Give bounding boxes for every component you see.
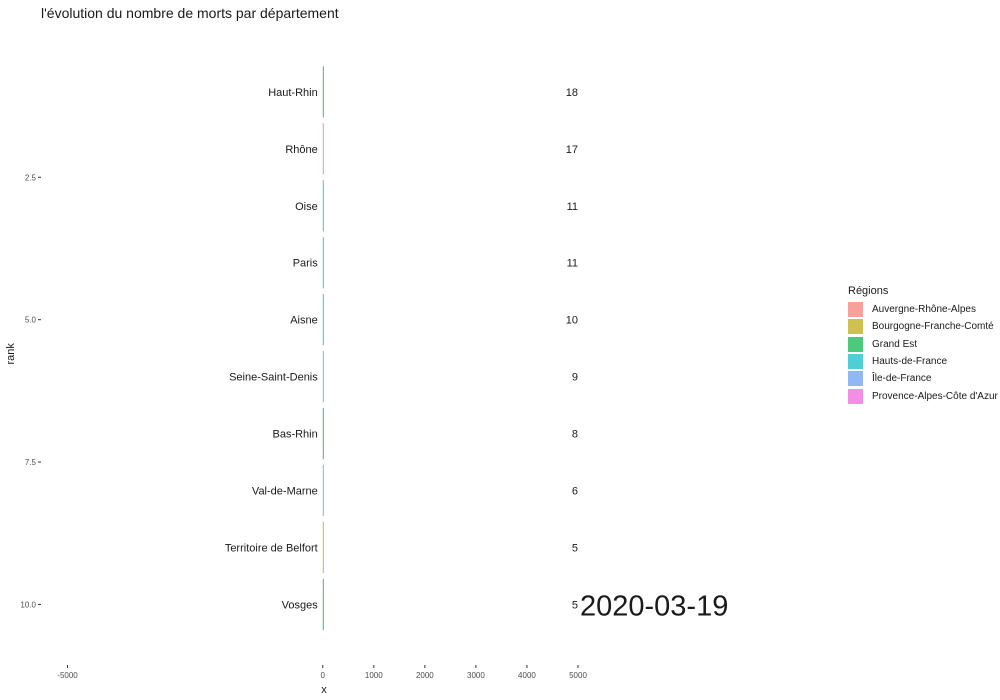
legend-label: Île-de-France (872, 373, 932, 385)
category-label: Vosges (282, 599, 319, 611)
legend-key (848, 388, 863, 404)
bar (322, 464, 324, 517)
x-tick-label: 5000 (569, 671, 587, 680)
bar (322, 407, 324, 460)
legend-item: Grand Est (848, 336, 998, 353)
value-label: 18 (566, 87, 578, 99)
chart-legend: Régions Auvergne-Rhône-Alpes Bourgogne-Fr… (848, 285, 998, 405)
chart-title: l'évolution du nombre de morts par dépar… (41, 5, 339, 21)
legend-items: Auvergne-Rhône-Alpes Bourgogne-Franche-Co… (848, 301, 998, 405)
x-tick-label: 3000 (467, 671, 485, 680)
value-label: 17 (566, 144, 578, 156)
category-label: Aisne (290, 315, 318, 327)
y-tick-label: 5.0 (25, 316, 37, 325)
y-tick-label: 10.0 (20, 600, 36, 609)
legend-item: Provence-Alpes-Côte d'Azur (848, 387, 998, 404)
legend-label: Provence-Alpes-Côte d'Azur (872, 390, 998, 402)
value-label: 11 (567, 201, 578, 213)
legend-item: Hauts-de-France (848, 353, 998, 370)
x-axis-title: x (321, 684, 327, 696)
category-label: Bas-Rhin (273, 429, 318, 441)
legend-item: Île-de-France (848, 370, 998, 387)
y-tick-label: 7.5 (25, 458, 37, 467)
bar (322, 180, 324, 232)
x-tick-label: 4000 (518, 671, 536, 680)
y-axis-title: rank (5, 343, 17, 365)
category-label: Val-de-Marne (252, 486, 318, 498)
value-label: 11 (567, 258, 578, 270)
bar (322, 66, 324, 118)
legend-label: Bourgogne-Franche-Comté (872, 321, 994, 333)
x-tick-label: -5000 (57, 671, 78, 680)
legend-key (848, 319, 863, 335)
legend-key (848, 336, 863, 352)
legend-key (848, 302, 863, 318)
bar (322, 237, 324, 289)
legend-key (848, 354, 863, 370)
value-label: 5 (572, 542, 578, 554)
value-label: 8 (572, 429, 578, 441)
x-tick-label: 0 (321, 671, 326, 680)
legend-item: Auvergne-Rhône-Alpes (848, 301, 998, 318)
legend-key (848, 371, 863, 387)
bar (322, 294, 324, 346)
bar (322, 123, 324, 175)
x-tick-label: 2000 (416, 671, 434, 680)
category-label: Rhône (285, 144, 317, 156)
y-tick-label: 2.5 (25, 173, 37, 182)
bar (322, 521, 324, 574)
bar (322, 351, 324, 403)
category-label: Paris (293, 258, 319, 270)
category-label: Territoire de Belfort (225, 542, 318, 554)
category-label: Haut-Rhin (268, 87, 318, 99)
legend-item: Bourgogne-Franche-Comté (848, 318, 998, 335)
value-label: 9 (572, 372, 578, 384)
legend-label: Grand Est (872, 338, 918, 350)
legend-label: Hauts-de-France (872, 356, 948, 368)
bar (322, 578, 324, 631)
x-tick-label: 1000 (365, 671, 383, 680)
value-label: 5 (572, 599, 578, 611)
value-label: 10 (566, 315, 578, 327)
category-label: Seine-Saint-Denis (229, 372, 318, 384)
legend-title: Régions (848, 285, 889, 297)
category-label: Oise (295, 201, 318, 213)
date-label: 2020-03-19 (580, 590, 728, 622)
legend-label: Auvergne-Rhône-Alpes (872, 304, 976, 316)
value-label: 6 (572, 486, 578, 498)
